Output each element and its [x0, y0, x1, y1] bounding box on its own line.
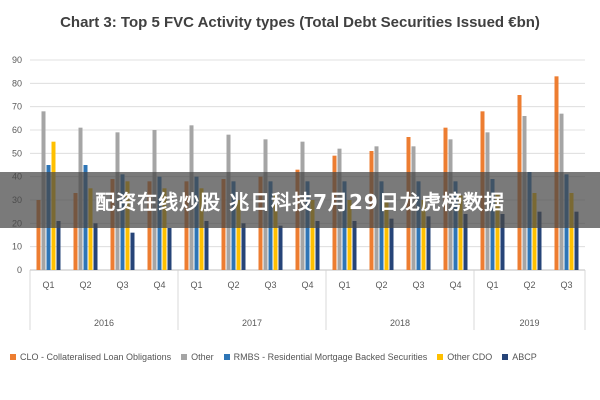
- year-label: 2019: [519, 318, 539, 328]
- bar: [384, 200, 389, 270]
- legend-label: RMBS - Residential Mortgage Backed Secur…: [233, 352, 428, 362]
- bar: [204, 221, 209, 270]
- y-tick-label: 10: [12, 242, 22, 252]
- bar: [199, 188, 204, 270]
- x-tick-labels: Q1 Q2 Q3 Q4 Q1 Q2 Q3 Q4 Q1 Q2 Q3 Q4 Q1 Q2 Q3: [42, 280, 572, 290]
- legend-label: Other: [191, 352, 214, 362]
- bar: [56, 221, 61, 270]
- year-label: 2016: [94, 318, 114, 328]
- x-tick-label: Q3: [560, 280, 572, 290]
- bar: [36, 200, 41, 270]
- y-tick-label: 50: [12, 148, 22, 158]
- y-tick-label: 60: [12, 125, 22, 135]
- bar: [273, 193, 278, 270]
- x-tick-label: Q1: [42, 280, 54, 290]
- bar: [241, 223, 246, 270]
- year-label: 2017: [242, 318, 262, 328]
- legend-item: CLO - Collateralised Loan Obligations: [10, 352, 171, 362]
- bar: [574, 211, 579, 270]
- year-label: 2018: [390, 318, 410, 328]
- chart-legend: CLO - Collateralised Loan Obligations Oth…: [10, 352, 595, 362]
- x-tick-label: Q4: [301, 280, 313, 290]
- bar: [73, 193, 78, 270]
- legend-label: Other CDO: [447, 352, 493, 362]
- bar: [463, 214, 468, 270]
- x-tick-label: Q2: [375, 280, 387, 290]
- legend-swatch: [437, 354, 444, 360]
- bar: [458, 195, 463, 270]
- bar: [315, 221, 320, 270]
- bar: [162, 188, 167, 270]
- y-tick-label: 70: [12, 102, 22, 112]
- legend-swatch: [223, 354, 230, 360]
- bar: [421, 200, 426, 270]
- x-tick-label: Q1: [190, 280, 202, 290]
- bar: [310, 200, 315, 270]
- y-tick-label: 0: [17, 265, 22, 275]
- x-tick-label: Q2: [227, 280, 239, 290]
- legend-item: ABCP: [502, 352, 537, 362]
- x-tick-label: Q4: [153, 280, 165, 290]
- bar: [569, 193, 574, 270]
- bar: [495, 193, 500, 270]
- x-tick-label: Q2: [523, 280, 535, 290]
- x-tick-label: Q3: [412, 280, 424, 290]
- x-tick-label: Q3: [264, 280, 276, 290]
- bar: [537, 211, 542, 270]
- x-tick-label: Q3: [116, 280, 128, 290]
- legend-swatch: [10, 354, 16, 360]
- legend-label: ABCP: [512, 352, 537, 362]
- legend-item: Other: [181, 352, 214, 362]
- bar: [426, 216, 431, 270]
- bar: [389, 218, 394, 270]
- bar: [236, 200, 241, 270]
- legend-swatch: [181, 354, 188, 360]
- legend-label: CLO - Collateralised Loan Obligations: [20, 352, 172, 362]
- x-tick-label: Q4: [449, 280, 461, 290]
- bar: [167, 228, 172, 270]
- bar: [278, 225, 283, 270]
- bar: [347, 200, 352, 270]
- bar: [88, 188, 93, 270]
- bar: [532, 193, 537, 270]
- bar: [500, 214, 505, 270]
- x-tick-label: Q2: [79, 280, 91, 290]
- overlay-text: 配资在线炒股 兆日科技7月29日龙虎榜数据: [95, 190, 505, 214]
- chart-title: Chart 3: Top 5 FVC Activity types (Total…: [60, 14, 540, 31]
- y-tick-label: 90: [12, 55, 22, 65]
- x-tick-label: Q1: [486, 280, 498, 290]
- y-tick-labels: 0102030405060708090: [12, 55, 22, 275]
- bar: [130, 232, 135, 270]
- overlay-banner: [0, 172, 600, 228]
- x-tick-label: Q1: [338, 280, 350, 290]
- y-tick-label: 80: [12, 78, 22, 88]
- bar: [352, 221, 357, 270]
- bar: [93, 223, 98, 270]
- year-labels: 2016 2017 2018 2019: [29, 270, 586, 330]
- legend-item: RMBS - Residential Mortgage Backed Secur…: [223, 352, 428, 362]
- legend-item: Other CDO: [437, 352, 492, 362]
- legend-swatch: [502, 354, 509, 360]
